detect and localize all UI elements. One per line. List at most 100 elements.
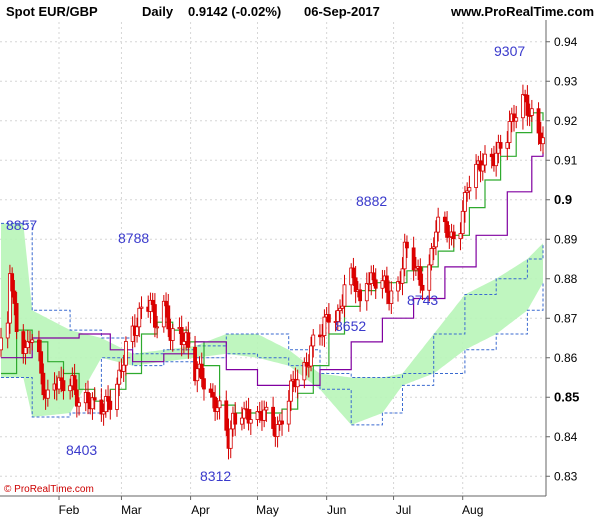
candle-body [420,284,425,291]
candle-body [153,304,157,328]
annotation-label: 8743 [407,292,438,308]
candle-body [59,377,64,382]
y-tick-label: 0.84 [554,430,578,444]
candle-body [21,331,26,354]
candle-body [465,190,470,193]
x-tick-label: Feb [59,503,80,517]
candle-body [480,164,485,172]
candle-body [242,408,247,419]
candle-body [358,289,363,302]
candle-body [139,306,144,309]
x-tick-label: Apr [191,503,210,517]
candle-body [536,108,541,134]
candle-body [326,314,331,323]
candle-body [295,379,300,388]
candle-body [68,385,73,392]
candle-body [289,380,293,402]
candle-body [166,305,171,330]
candle-body [215,407,220,412]
x-tick-label: May [256,503,279,517]
y-tick-label: 0.88 [554,272,578,286]
chart-header: Spot EUR/GBP Daily 0.9142 (-0.02%) 06-Se… [6,4,594,19]
candle-body [30,339,35,343]
candle-body [427,264,432,291]
candle-body [431,246,436,249]
candle-body [338,307,342,312]
candle-body [458,233,463,240]
candle-body [483,153,487,166]
candle-body [320,335,325,338]
candle-body [527,115,532,117]
candle-body [402,241,407,270]
candle-body [335,310,340,322]
candle-body [121,364,126,372]
candle-body [186,332,191,348]
candle-body [217,400,222,409]
candle-body [514,117,519,122]
candle-body [74,389,79,407]
cloud-bullish [1,223,543,425]
candle-body [384,275,389,293]
candle-body [202,378,206,390]
candle-body [367,283,371,285]
candle-body [248,419,253,424]
candle-body [371,272,376,281]
candle-body [101,411,106,415]
annotation-label: 8788 [118,230,149,246]
candle-body [195,368,200,382]
annotation-label: 8857 [6,217,37,233]
candle-body [181,341,186,346]
candle-body [23,347,28,354]
candle-body [525,94,530,116]
candle-body [161,300,166,328]
candle-body [353,277,358,292]
quote-label: 0.9142 (-0.02%) [188,4,281,19]
candle-body [150,299,155,305]
candle-body [322,316,327,336]
candle-body [541,137,545,145]
candle-body [77,402,81,407]
site-label: www.ProRealTime.com [450,4,594,19]
candle-body [92,397,97,401]
instrument-label: Spot EUR/GBP [6,4,98,19]
candle-body [164,300,168,307]
candle-body [418,266,423,286]
candle-body [246,409,251,424]
annotation-label: 9307 [494,43,525,59]
candle-body [199,363,204,380]
candle-body [0,337,3,351]
annotation-label: 8403 [66,442,97,458]
candle-body [90,397,95,410]
candle-body [373,279,378,289]
candle-body [10,273,15,292]
candle-body [474,163,478,188]
candle-body [208,388,213,393]
candle-body [57,377,61,390]
candle-body [239,417,244,425]
candle-body [264,406,269,411]
candle-body [117,369,122,385]
candle-body [498,142,503,149]
y-tick-label: 0.93 [554,74,578,88]
annotation-label: 8882 [356,193,387,209]
candles [0,84,545,460]
candle-body [39,351,44,374]
candle-body [436,216,441,233]
candle-body [521,94,525,119]
candle-body [351,267,356,279]
candle-body [489,153,494,158]
candle-body [447,236,452,239]
candle-body [442,216,447,223]
candle-body [86,392,90,403]
candle-body [507,121,512,143]
candle-body [405,241,409,249]
candle-body [193,346,197,382]
candle-body [5,322,10,339]
cloud-span-a-line [1,222,544,378]
candle-body [467,187,472,192]
candle-body [115,383,119,410]
candle-body [179,327,184,346]
candle-body [275,424,280,438]
